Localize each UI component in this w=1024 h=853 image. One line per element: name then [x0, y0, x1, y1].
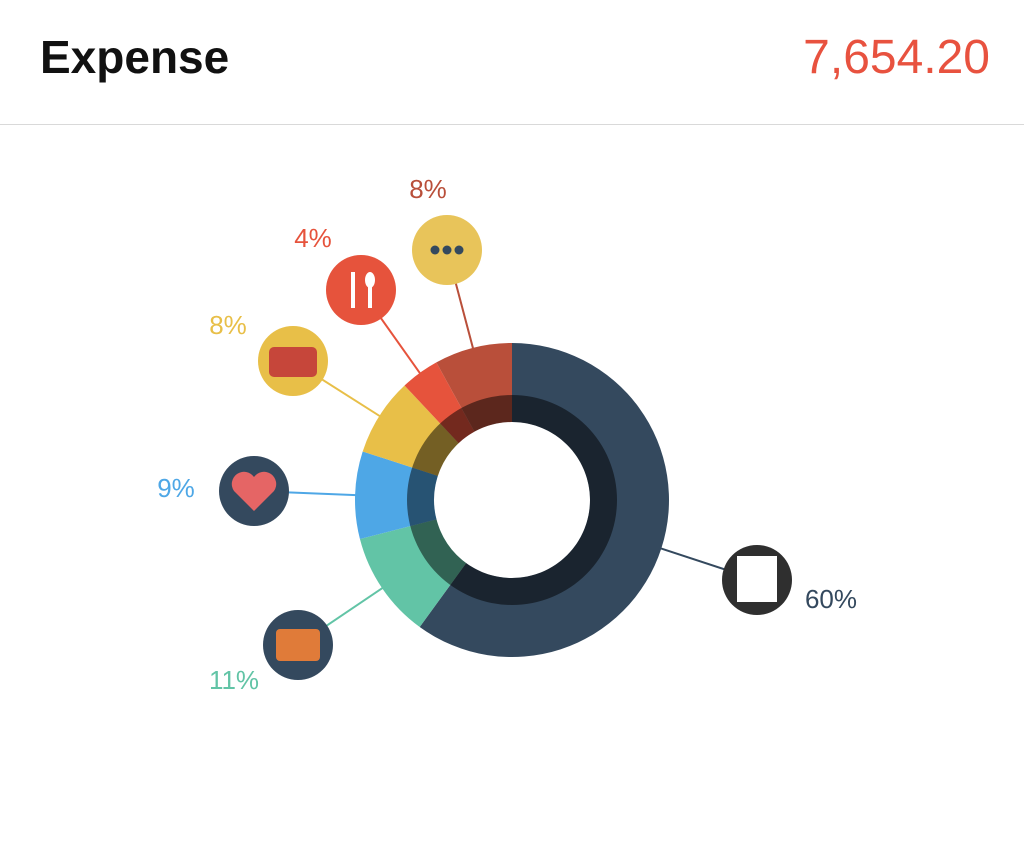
value-label: 9% [157, 473, 195, 503]
header: Expense 7,654.20 [0, 0, 1024, 125]
spoon-handle [368, 286, 372, 308]
chart: 60% 11% 9% 8% 4% 8% [157, 174, 857, 695]
value-label: 60% [805, 584, 857, 614]
inner-shade [407, 395, 617, 605]
bill-icon [737, 556, 777, 602]
more-dot [442, 245, 452, 255]
spoon-icon [365, 272, 375, 288]
title: Expense [40, 31, 230, 83]
total-amount: 7,654.20 [803, 31, 990, 84]
car-icon [269, 347, 317, 377]
more-dot [430, 245, 440, 255]
value-label: 8% [209, 310, 247, 340]
value-label: 4% [294, 223, 332, 253]
value-label: 8% [409, 174, 447, 204]
wallet-icon [276, 629, 320, 661]
category-icon [326, 255, 396, 325]
more-dot [454, 245, 464, 255]
value-label: 11% [209, 665, 259, 695]
heart-icon [231, 471, 277, 511]
fork-icon [351, 272, 355, 308]
